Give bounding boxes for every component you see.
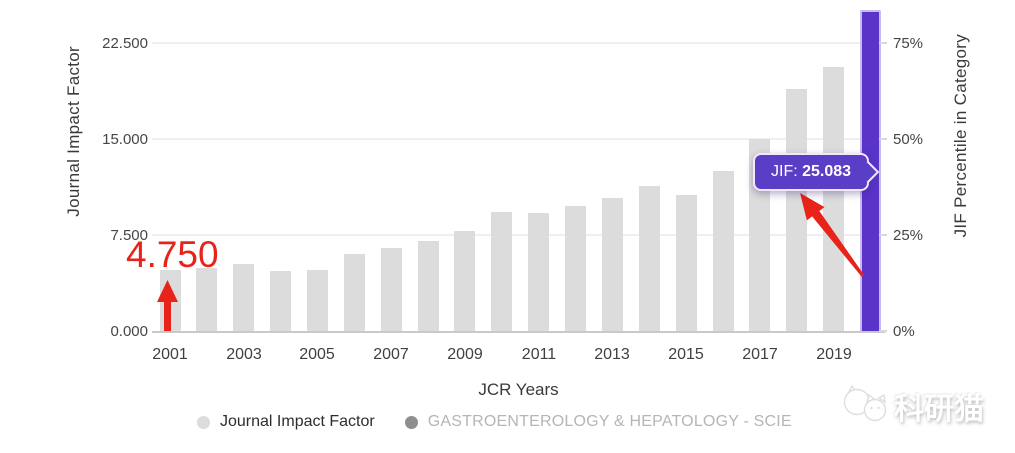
bar-2005[interactable] [307,270,328,331]
bar-2011[interactable] [528,213,549,331]
bar-2006[interactable] [344,254,365,331]
bar-2008[interactable] [418,241,439,331]
up-arrow-icon [157,280,178,331]
right-axis-tick-75%: 75% [893,35,924,52]
tooltip-pointer-arrow-icon [800,193,865,277]
jif-tooltip-value: 25.083 [802,163,852,180]
cat-logo-icon [843,384,887,422]
right-axis-tickmark [879,234,887,236]
y-axis-tick-22.500: 22.500 [102,35,148,52]
x-axis-tick-2011: 2011 [521,346,557,363]
bar-2016[interactable] [713,171,734,331]
watermark: 科研猫 [841,384,984,428]
x-axis-tick-2013: 2013 [594,346,630,363]
bar-2002[interactable] [196,268,217,331]
right-axis-tickmark [879,330,887,332]
gridline-22.5 [152,42,885,44]
x-axis-tick-2017: 2017 [742,346,778,363]
x-axis-tick-2009: 2009 [447,346,483,363]
bar-2015[interactable] [676,195,697,331]
right-axis-title: JIF Percentile in Category [951,34,970,238]
right-axis-tickmark [879,42,887,44]
bar-2019[interactable] [823,67,844,331]
right-axis-tick-50%: 50% [893,131,924,148]
right-axis-tick-0%: 0% [893,323,915,340]
bar-2009[interactable] [454,231,475,331]
right-axis-tick-25%: 25% [893,227,924,244]
bar-2013[interactable] [602,198,623,331]
bar-2004[interactable] [270,271,291,331]
x-axis-tick-2005: 2005 [299,346,335,363]
gridline-15 [152,138,885,140]
left-axis-title: Journal Impact Factor [64,46,83,217]
first-year-jif-annotation: 4.750 [126,234,219,275]
x-axis-title: JCR Years [478,380,559,399]
jif-series-dot-icon [197,415,210,429]
legend: Journal Impact Factor GASTROENTEROLOGY &… [197,413,792,431]
gridline-7.5 [152,234,885,236]
legend-item-category[interactable]: GASTROENTEROLOGY & HEPATOLOGY - SCIE [404,413,792,431]
y-axis-tick-7.500: 7.500 [110,227,148,244]
x-axis-tick-2007: 2007 [373,346,409,363]
bar-2014[interactable] [639,186,660,331]
x-axis-tick-2003: 2003 [226,346,262,363]
jif-tooltip-label: JIF: [771,163,798,180]
y-axis-tick-15.000: 15.000 [102,131,148,148]
bar-2010[interactable] [491,212,512,331]
x-axis-tick-2015: 2015 [668,346,704,363]
x-axis-tick-2001: 2001 [152,346,188,363]
x-axis-tick-2019: 2019 [816,346,852,363]
y-axis-tick-0.000: 0.000 [110,323,148,340]
jif-tooltip: JIF: 25.083 [753,153,880,191]
bar-2018[interactable] [786,89,807,331]
bar-2007[interactable] [381,248,402,331]
category-series-dot-icon [404,415,418,429]
watermark-text: 科研猫 [894,393,984,426]
right-axis-tickmark [879,138,887,140]
legend-label-jif: Journal Impact Factor [220,413,375,430]
bar-2003[interactable] [233,264,254,331]
legend-label-category: GASTROENTEROLOGY & HEPATOLOGY - SCIE [427,413,792,430]
bar-2012[interactable] [565,206,586,331]
legend-item-jif[interactable]: Journal Impact Factor [197,413,375,431]
